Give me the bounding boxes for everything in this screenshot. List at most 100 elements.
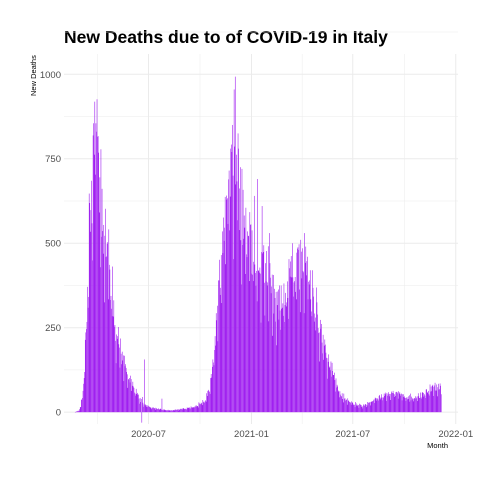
bar [210,378,211,413]
bar [422,392,424,413]
bar [405,401,407,413]
bar [83,383,84,413]
bar [137,392,138,413]
bar [315,330,317,413]
bar [249,212,251,413]
bar [190,408,191,413]
bar [244,227,246,413]
bar [362,408,364,413]
bar [294,281,295,413]
bar [258,270,260,413]
bar [179,409,181,413]
bar [328,354,330,413]
bar [239,167,241,413]
bar [382,400,383,413]
bar [109,269,111,413]
bar [130,379,132,413]
bar [409,401,411,413]
bar [194,407,195,413]
bar [398,393,400,413]
bar [378,400,379,413]
bar [326,357,327,413]
bar [140,398,142,413]
bar [221,303,223,413]
bar [144,405,146,413]
x-tick-label: 2020-07 [131,429,166,440]
bar [183,408,185,413]
bar [206,395,208,413]
bar [426,391,428,413]
bar [331,362,333,413]
bar [314,317,316,413]
bar [355,403,357,413]
bar [87,307,89,413]
bar [91,180,92,413]
bar [318,332,320,413]
bar [292,277,294,413]
bar [234,146,235,413]
bar [205,400,206,413]
bar [278,319,280,413]
bar [322,334,324,413]
x-tick-label: 2022-01 [438,429,473,440]
bar [427,392,429,413]
bar [384,395,385,413]
bar [148,406,149,413]
bar [204,401,206,413]
bar [148,406,150,413]
bar [273,313,275,413]
bar [388,392,389,413]
bar [311,311,312,413]
bar [241,168,243,413]
bar [126,374,128,413]
bar [231,151,233,413]
bar [226,195,227,413]
bar [401,400,403,413]
bar [405,397,406,413]
bar [124,355,125,413]
bar [145,404,147,413]
bar [87,286,88,413]
bar [366,407,368,413]
bar [274,288,275,413]
bar [423,392,424,413]
bar [123,381,125,413]
bar [294,277,296,413]
bar [312,287,314,413]
bar [318,333,319,413]
bar [391,391,392,413]
bar [420,392,421,413]
bar [392,392,393,413]
bar [290,261,291,413]
bar [264,315,266,413]
bar [235,184,237,413]
bar [98,152,99,413]
bar [429,395,430,413]
bar [145,406,147,413]
bar [159,409,161,413]
bar [111,308,112,413]
bar [342,398,344,413]
bar [191,407,192,413]
bar [112,316,114,413]
bar [386,392,388,413]
bar [301,278,303,413]
bar [303,272,304,413]
bar [287,281,288,413]
bar [98,212,100,413]
bar [166,410,167,413]
bar [154,409,156,413]
bar [77,411,78,413]
bar [114,326,115,413]
bar [322,353,323,413]
bar [347,398,349,413]
bar [309,280,310,413]
bar [288,259,290,413]
bar [90,231,91,413]
bar [278,289,279,413]
bar [384,392,386,413]
bar [238,148,239,413]
bar [363,404,364,413]
bar [141,412,143,423]
bar [396,391,398,413]
